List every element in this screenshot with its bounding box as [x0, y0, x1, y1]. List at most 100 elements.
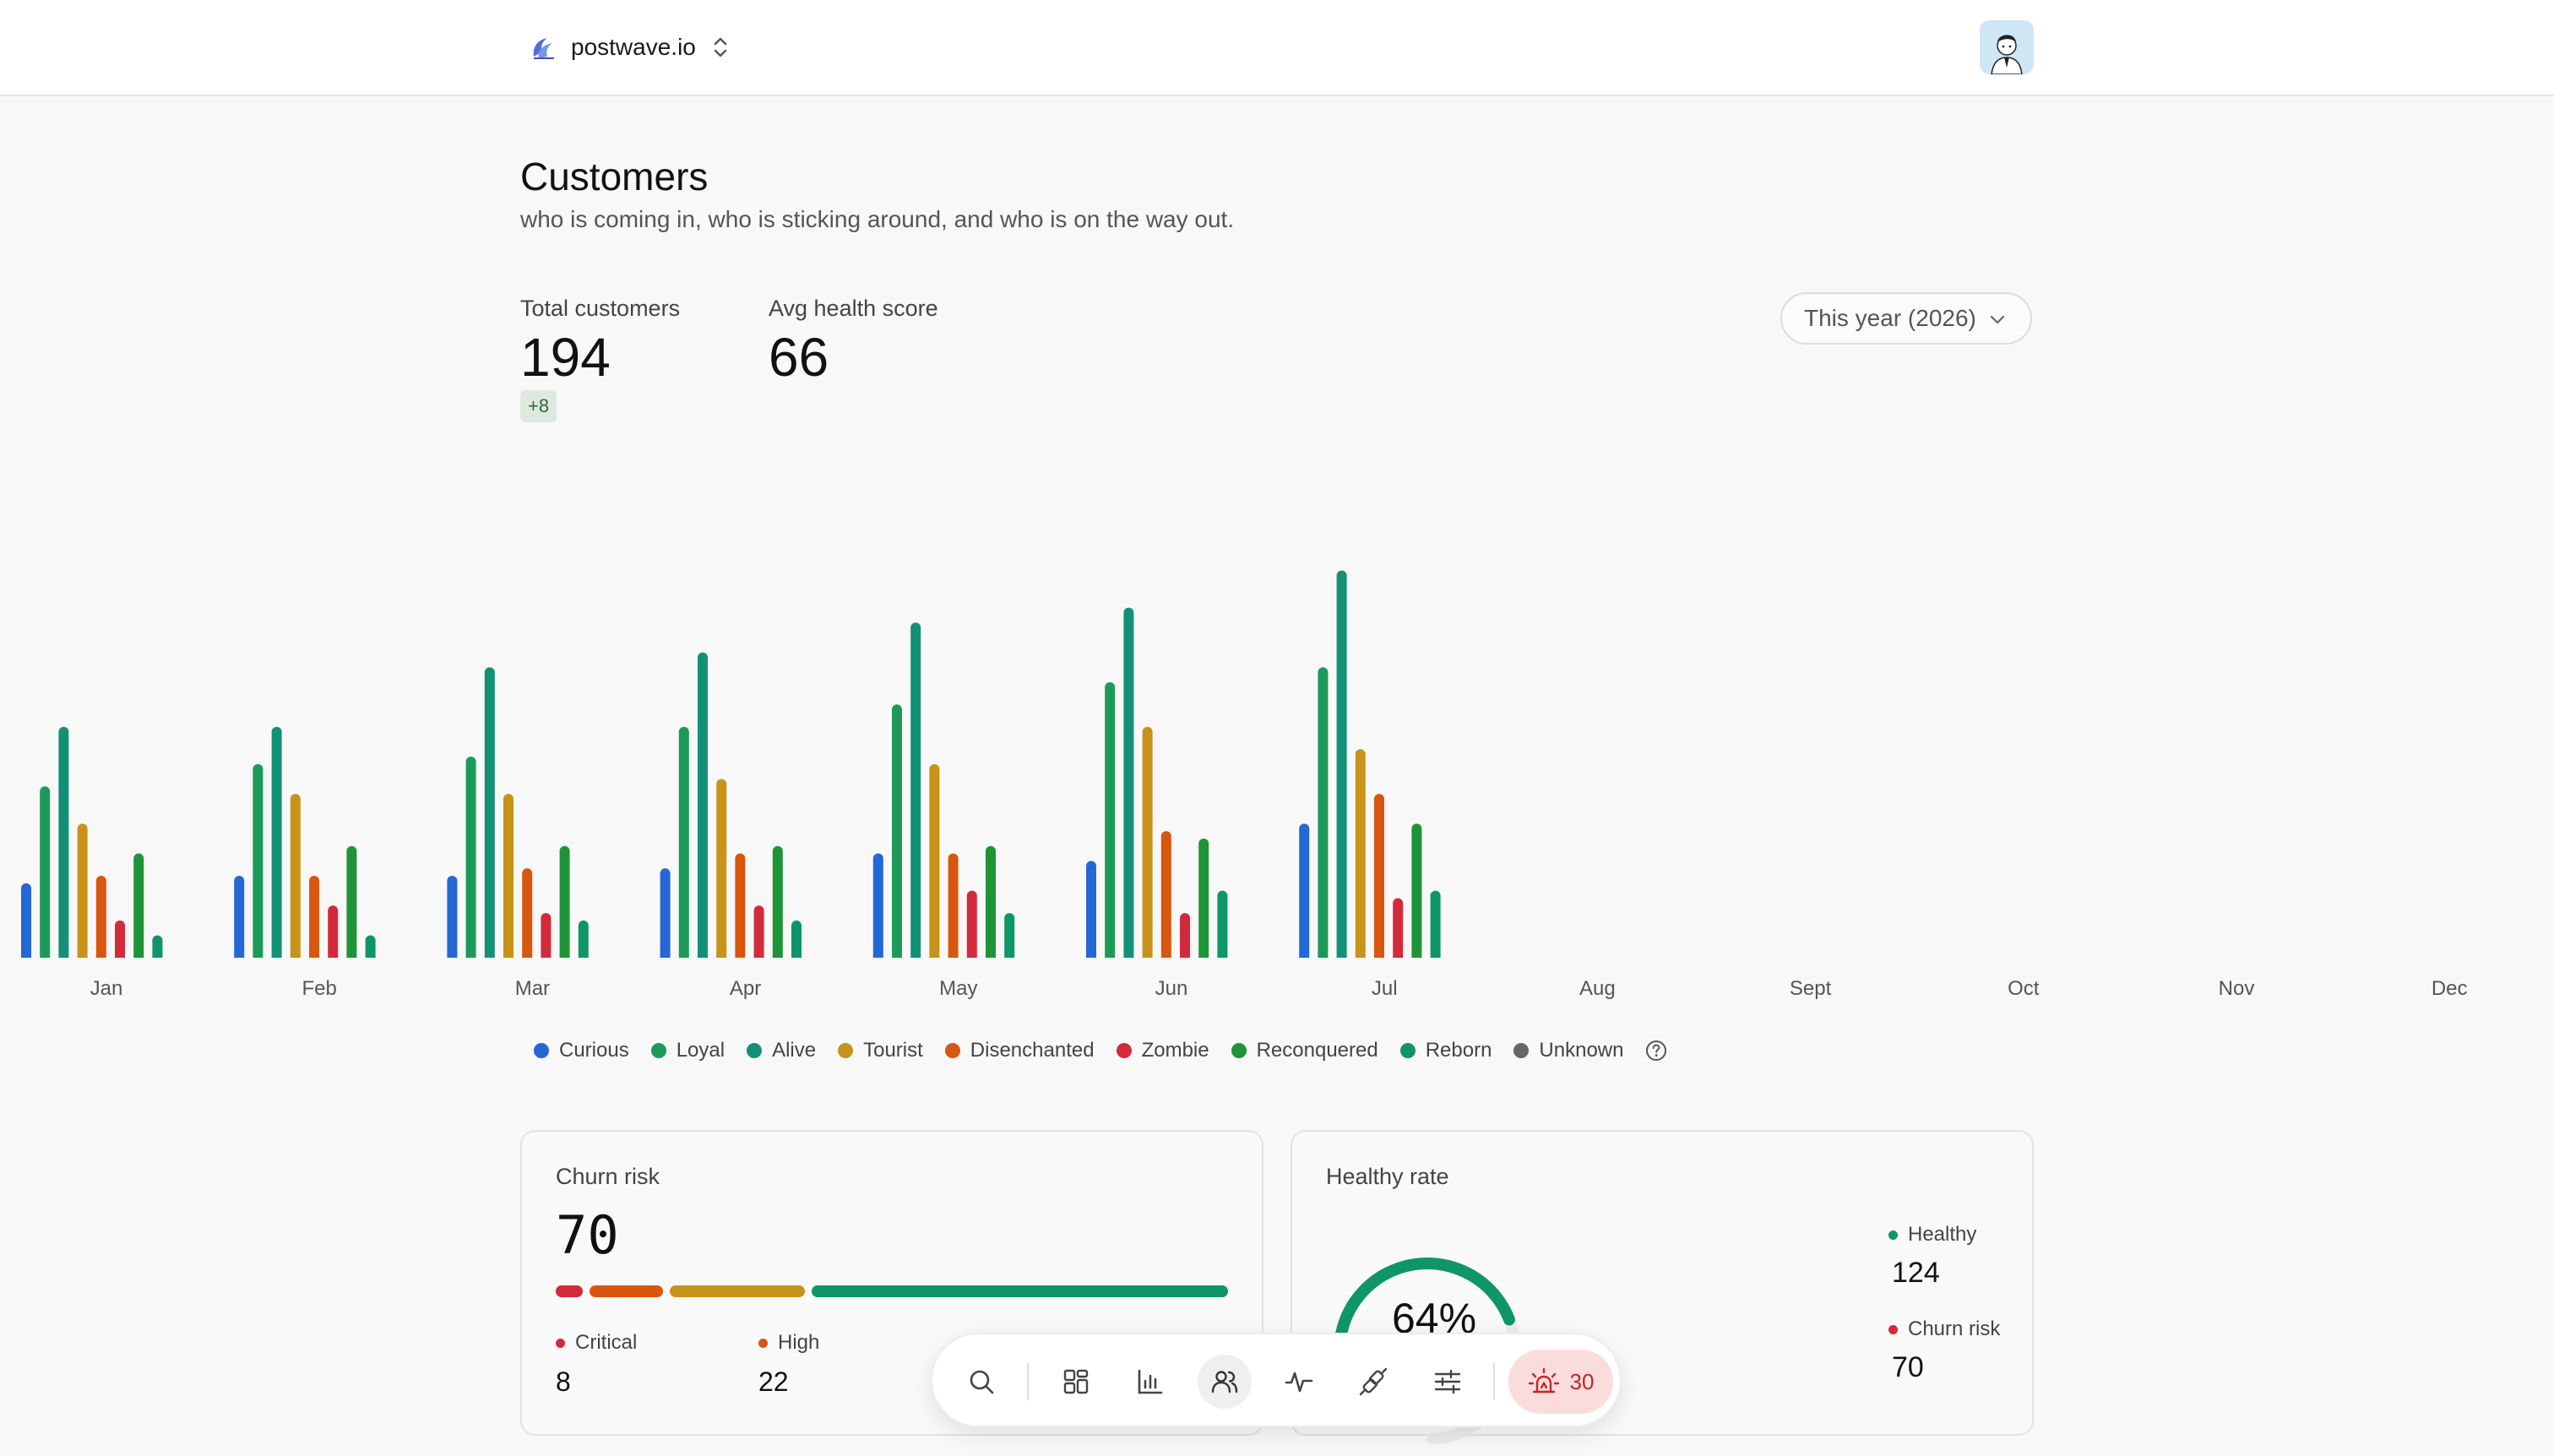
bar-disenchanted-mar[interactable] — [522, 868, 533, 963]
x-tick-feb: Feb — [302, 977, 337, 1000]
legend-item-zombie[interactable]: Zombie — [1116, 1039, 1209, 1062]
bar-tourist-mar[interactable] — [503, 794, 514, 963]
healthy-label-text: Healthy — [1908, 1223, 1977, 1246]
total-customers-label: Total customers — [520, 296, 681, 321]
legend-item-alive[interactable]: Alive — [747, 1039, 816, 1062]
risk-segment-stable[interactable] — [811, 1285, 1228, 1297]
bar-tourist-jan[interactable] — [77, 823, 88, 963]
bar-reborn-mar[interactable] — [578, 920, 589, 963]
bar-reconquered-jan[interactable] — [133, 853, 144, 963]
legend-item-reborn[interactable]: Reborn — [1399, 1039, 1492, 1062]
legend-item-unknown[interactable]: Unknown — [1513, 1039, 1623, 1062]
bar-reborn-feb[interactable] — [365, 935, 376, 963]
search-icon[interactable] — [954, 1355, 1008, 1409]
bar-curious-feb[interactable] — [234, 876, 245, 963]
bar-alive-jun[interactable] — [1123, 607, 1134, 963]
legend-item-curious[interactable]: Curious — [534, 1039, 629, 1062]
churn-risk-count: 70 — [1892, 1351, 1924, 1383]
total-customers-value: 194 — [520, 327, 611, 388]
x-tick-sept: Sept — [1790, 977, 1832, 1000]
bar-alive-may[interactable] — [910, 622, 921, 963]
settings-sliders-icon[interactable] — [1421, 1355, 1475, 1409]
bar-disenchanted-apr[interactable] — [735, 853, 746, 963]
risk-segment-high[interactable] — [589, 1285, 664, 1297]
workspace-switcher[interactable]: postwave.io — [529, 29, 730, 66]
bar-reborn-jan[interactable] — [152, 935, 163, 963]
legend-dot-curious — [534, 1043, 549, 1058]
bar-curious-jan[interactable] — [21, 883, 31, 963]
bar-tourist-jul[interactable] — [1355, 749, 1366, 963]
bar-curious-apr[interactable] — [660, 868, 671, 963]
legend-dot-unknown — [1513, 1043, 1530, 1058]
bar-loyal-jan[interactable] — [40, 786, 51, 963]
bar-tourist-feb[interactable] — [290, 794, 301, 963]
risk-segment-medium[interactable] — [670, 1285, 805, 1297]
bar-reborn-may[interactable] — [1004, 913, 1015, 963]
bar-loyal-apr[interactable] — [678, 726, 689, 963]
bar-zombie-may[interactable] — [966, 890, 977, 963]
bar-loyal-jun[interactable] — [1105, 682, 1116, 963]
bar-curious-may[interactable] — [872, 853, 883, 963]
bar-zombie-apr[interactable] — [753, 905, 764, 963]
legend-item-reconquered[interactable]: Reconquered — [1231, 1039, 1378, 1062]
bar-disenchanted-may[interactable] — [948, 853, 959, 963]
bar-tourist-may[interactable] — [929, 763, 940, 963]
legend-item-disenchanted[interactable]: Disenchanted — [944, 1039, 1095, 1062]
bar-reborn-apr[interactable] — [791, 920, 802, 963]
bar-reborn-jun[interactable] — [1217, 890, 1228, 963]
bar-zombie-feb[interactable] — [328, 905, 339, 963]
bar-curious-mar[interactable] — [447, 876, 458, 963]
page-title: Customers — [520, 155, 709, 198]
bar-zombie-jan[interactable] — [115, 920, 125, 963]
healthy-rate-title: Healthy rate — [1326, 1164, 1449, 1189]
bar-reconquered-jun[interactable] — [1198, 838, 1209, 963]
bar-reconquered-jul[interactable] — [1411, 823, 1422, 963]
x-tick-nov: Nov — [2219, 977, 2255, 1000]
x-tick-apr: Apr — [730, 977, 761, 1000]
bar-loyal-may[interactable] — [892, 704, 902, 963]
bar-disenchanted-jan[interactable] — [95, 876, 106, 963]
bar-tourist-jun[interactable] — [1142, 726, 1153, 963]
bar-disenchanted-jul[interactable] — [1374, 794, 1384, 963]
bar-reconquered-may[interactable] — [986, 845, 996, 963]
bar-alive-jul[interactable] — [1336, 570, 1347, 963]
high-dot — [758, 1338, 768, 1348]
bar-alive-mar[interactable] — [484, 667, 495, 963]
period-select[interactable]: This year (2026) — [1780, 292, 2032, 345]
bar-tourist-apr[interactable] — [716, 779, 727, 963]
page-subtitle: who is coming in, who is sticking around… — [520, 206, 1235, 232]
dashboard-grid-icon[interactable] — [1049, 1355, 1103, 1409]
legend-dot-reborn — [1399, 1043, 1416, 1058]
bar-curious-jul[interactable] — [1299, 823, 1310, 963]
high-label-text: High — [778, 1331, 820, 1354]
bar-loyal-feb[interactable] — [253, 763, 264, 963]
customers-icon[interactable] — [1198, 1355, 1252, 1409]
total-customers-delta-badge: +8 — [520, 390, 557, 422]
bar-reconquered-mar[interactable] — [559, 845, 570, 963]
bar-zombie-jun[interactable] — [1180, 913, 1190, 963]
activity-icon[interactable] — [1272, 1355, 1326, 1409]
bar-alive-feb[interactable] — [271, 726, 282, 963]
question-circle-icon[interactable] — [1645, 1040, 1667, 1062]
legend-item-tourist[interactable]: Tourist — [838, 1039, 923, 1062]
bar-reconquered-feb[interactable] — [346, 845, 357, 963]
x-tick-mar: Mar — [515, 977, 550, 1000]
bar-chart-icon[interactable] — [1123, 1355, 1177, 1409]
bar-disenchanted-jun[interactable] — [1160, 831, 1171, 963]
integrations-plug-icon[interactable] — [1346, 1355, 1400, 1409]
bar-zombie-mar[interactable] — [541, 913, 552, 963]
bar-alive-apr[interactable] — [698, 652, 708, 963]
alerts-button[interactable]: 30 — [1508, 1350, 1613, 1414]
bar-loyal-jul[interactable] — [1318, 667, 1329, 963]
bar-reborn-jul[interactable] — [1430, 890, 1441, 963]
bar-zombie-jul[interactable] — [1393, 898, 1404, 963]
bar-curious-jun[interactable] — [1086, 861, 1096, 963]
bar-alive-jan[interactable] — [58, 726, 69, 963]
legend-item-loyal[interactable]: Loyal — [650, 1039, 725, 1062]
bar-disenchanted-feb[interactable] — [309, 876, 319, 963]
risk-segment-critical[interactable] — [556, 1285, 583, 1297]
bar-loyal-mar[interactable] — [465, 756, 476, 963]
bar-reconquered-apr[interactable] — [772, 845, 783, 963]
user-avatar[interactable] — [1980, 20, 2034, 74]
alert-siren-icon — [1528, 1367, 1559, 1394]
